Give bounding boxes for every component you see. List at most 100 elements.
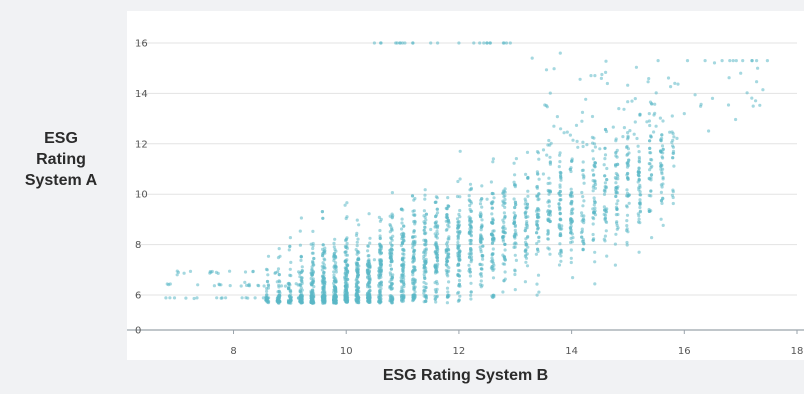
data-point xyxy=(603,157,607,161)
data-point xyxy=(615,221,619,225)
data-point xyxy=(614,194,618,198)
data-point xyxy=(299,255,303,259)
data-point xyxy=(479,272,483,276)
data-point xyxy=(372,258,376,262)
data-point xyxy=(548,155,552,159)
data-point xyxy=(390,227,394,232)
data-point xyxy=(366,262,370,266)
data-point xyxy=(670,130,674,134)
data-point xyxy=(503,197,507,202)
data-point xyxy=(423,225,427,229)
data-point xyxy=(434,214,438,219)
data-point xyxy=(626,137,630,141)
data-point xyxy=(391,273,395,277)
data-point xyxy=(599,76,603,80)
data-point xyxy=(435,236,439,240)
data-point xyxy=(490,206,494,210)
data-point xyxy=(456,246,460,250)
data-point xyxy=(296,296,301,300)
data-point xyxy=(559,173,563,177)
data-point xyxy=(310,273,314,277)
data-point xyxy=(412,198,416,202)
data-point xyxy=(565,130,569,134)
data-point xyxy=(288,236,292,240)
data-point xyxy=(661,177,665,181)
data-point xyxy=(647,176,651,180)
data-point xyxy=(389,257,393,261)
data-point xyxy=(355,288,359,292)
data-point xyxy=(456,179,460,184)
data-point xyxy=(344,267,348,271)
data-point xyxy=(267,296,271,300)
data-point xyxy=(626,176,630,180)
data-point xyxy=(614,191,618,195)
data-point xyxy=(311,246,315,251)
data-point xyxy=(288,296,293,300)
data-point xyxy=(411,41,415,45)
data-point xyxy=(569,231,573,235)
data-point xyxy=(401,252,405,256)
data-point xyxy=(435,229,439,233)
data-point xyxy=(469,260,473,264)
data-point xyxy=(669,85,673,89)
data-point xyxy=(321,254,325,258)
data-point xyxy=(311,301,315,305)
data-point xyxy=(626,100,630,104)
data-point xyxy=(424,270,428,274)
data-point xyxy=(548,189,552,193)
data-point xyxy=(468,207,472,211)
data-point xyxy=(240,296,244,300)
data-point xyxy=(614,151,618,155)
data-point xyxy=(412,249,416,253)
data-point xyxy=(659,217,663,221)
data-point xyxy=(574,123,579,127)
data-point xyxy=(604,186,608,190)
data-point xyxy=(412,282,416,286)
data-point xyxy=(630,99,634,103)
data-point xyxy=(343,250,347,254)
data-point xyxy=(547,200,551,204)
data-point xyxy=(614,186,618,190)
data-point xyxy=(423,197,427,201)
data-point xyxy=(478,41,482,45)
y-tick-label: 12 xyxy=(135,139,148,150)
data-point xyxy=(591,216,595,220)
data-point xyxy=(172,296,177,300)
data-point xyxy=(501,237,505,241)
data-point xyxy=(402,265,406,269)
data-point xyxy=(247,283,251,288)
data-point xyxy=(569,191,573,195)
data-point xyxy=(400,217,404,221)
data-point xyxy=(266,284,271,288)
data-point xyxy=(593,179,597,183)
data-point xyxy=(480,283,484,287)
data-point xyxy=(266,273,270,277)
data-point xyxy=(299,258,303,262)
data-point xyxy=(534,252,538,256)
data-point xyxy=(580,214,584,218)
data-point xyxy=(591,168,595,172)
data-point xyxy=(346,263,350,267)
data-point xyxy=(546,237,550,241)
data-point xyxy=(670,114,674,118)
data-point xyxy=(311,281,315,285)
data-point xyxy=(559,171,563,175)
data-point xyxy=(296,283,300,287)
data-point xyxy=(761,88,765,92)
x-tick-labels: 8 10 12 14 16 18 xyxy=(230,346,803,357)
data-point xyxy=(633,120,637,124)
data-point xyxy=(445,259,450,263)
data-point xyxy=(288,273,292,277)
data-point xyxy=(671,156,675,160)
data-point xyxy=(548,143,552,147)
data-point xyxy=(547,192,551,196)
data-point xyxy=(424,299,428,303)
data-point xyxy=(469,293,473,297)
data-point xyxy=(176,270,180,274)
data-point xyxy=(458,230,462,234)
data-point xyxy=(536,215,540,219)
data-point xyxy=(750,59,754,63)
data-point xyxy=(424,260,428,264)
data-point xyxy=(616,199,620,203)
data-point xyxy=(590,135,594,139)
